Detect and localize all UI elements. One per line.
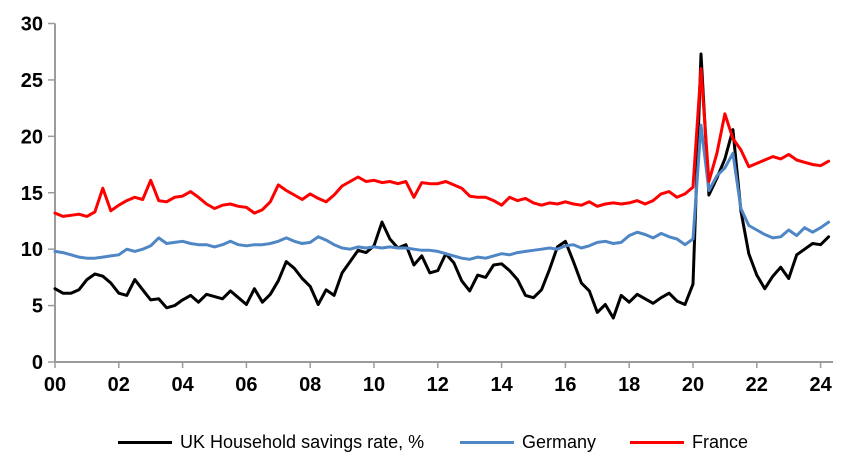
legend-item-france: France: [630, 431, 748, 453]
legend-swatch-germany: [460, 440, 514, 444]
x-axis-tick-label: 12: [427, 374, 449, 396]
legend-item-uk: UK Household savings rate, %: [118, 431, 424, 453]
y-axis-tick-label: 30: [21, 14, 43, 36]
series-lines: [53, 52, 831, 320]
legend-item-germany: Germany: [460, 431, 596, 453]
legend-swatch-uk: [118, 440, 172, 444]
x-axis-tick-label: 14: [490, 374, 513, 396]
legend-label-germany: Germany: [522, 431, 597, 452]
x-axis-tick-label: 20: [682, 374, 704, 396]
series-line-germany: [53, 123, 831, 261]
x-axis-tick-label: 04: [171, 374, 194, 396]
y-axis-tick-label: 0: [32, 352, 43, 374]
y-axis-tick-label: 20: [21, 126, 43, 148]
plot-area: 0 5 10 15 20 25 30 00 02 04 06 08 10 12 14 16 18 20 22 24: [21, 14, 833, 396]
x-axis-tick-label: 08: [299, 374, 321, 396]
x-axis-tick-label: 00: [44, 374, 66, 396]
x-axis-tick-label: 22: [746, 374, 768, 396]
x-axis-tick-label: 02: [108, 374, 130, 396]
x-axis-tick-label: 24: [809, 374, 832, 396]
legend-label-uk: UK Household savings rate, %: [180, 431, 425, 452]
x-axis-tick-label: 06: [235, 374, 257, 396]
y-axis-tick-label: 15: [21, 183, 43, 205]
x-axis-tick-label: 10: [363, 374, 385, 396]
axes: 0 5 10 15 20 25 30 00 02 04 06 08 10 12 14 16 18 20 22 24: [21, 14, 833, 396]
series-line-france: [53, 67, 831, 218]
x-axis-tick-label: 18: [618, 374, 640, 396]
legend-swatch-france: [630, 440, 684, 444]
legend-label-france: France: [692, 431, 749, 452]
y-axis-tick-label: 25: [21, 70, 43, 92]
y-axis-tick-label: 10: [21, 239, 43, 261]
y-axis-tick-label: 5: [32, 296, 43, 318]
x-axis-tick-label: 16: [554, 374, 576, 396]
